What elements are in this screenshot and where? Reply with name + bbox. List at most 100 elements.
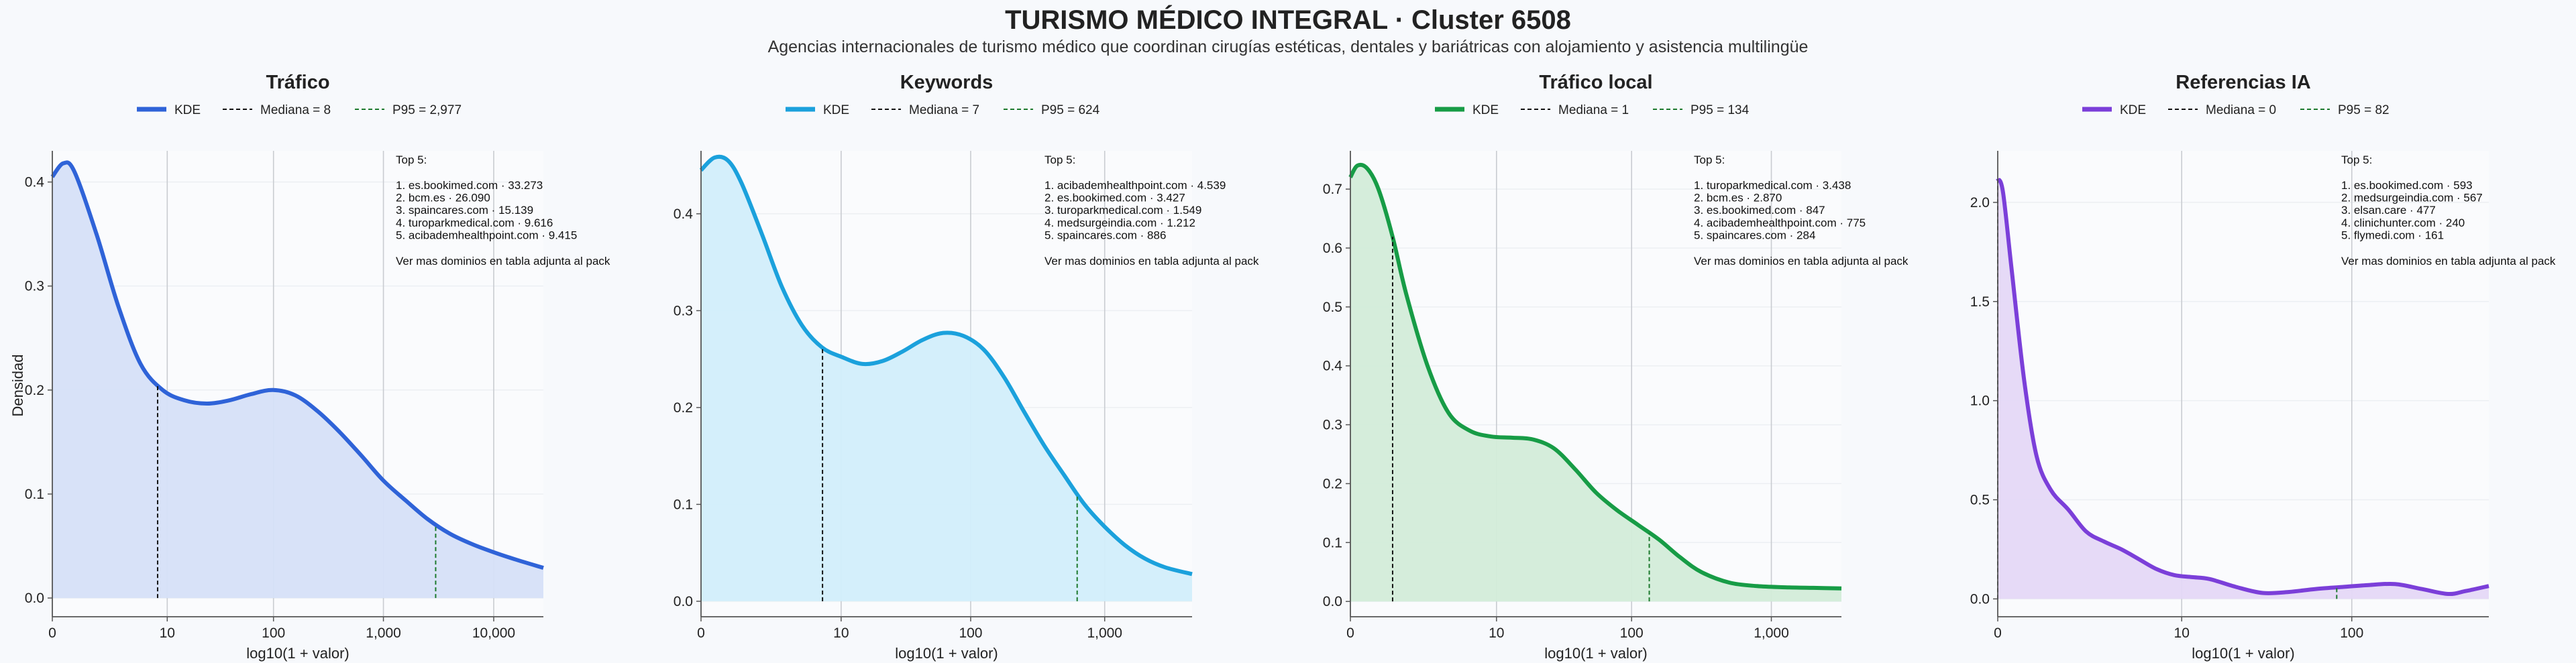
y-tick-label: 0.4 (1323, 359, 1343, 374)
x-axis-label: log10(1 + valor) (2192, 645, 2294, 662)
top5-item: 3. spaincares.com · 15.139 (396, 204, 533, 217)
legend-kde-label: KDE (1472, 103, 1499, 117)
figure-subtitle: Agencias internacionales de turismo médi… (767, 38, 1809, 56)
top5-item: 1. es.bookimed.com · 33.273 (396, 179, 543, 192)
y-tick-label: 0.4 (674, 206, 694, 222)
x-tick-label: 100 (1620, 625, 1644, 641)
figure-title: TURISMO MÉDICO INTEGRAL · Cluster 6508 (1005, 5, 1571, 35)
y-tick-label: 0.7 (1323, 182, 1342, 197)
x-tick-label: 10,000 (472, 625, 515, 641)
legend-median-label: Mediana = 7 (909, 103, 979, 117)
legend-p95-label: P95 = 624 (1041, 103, 1100, 117)
top5-heading: Top 5: (396, 154, 427, 166)
x-tick-label: 0 (697, 625, 705, 641)
y-tick-label: 0.1 (25, 487, 44, 502)
x-tick-label: 0 (1346, 625, 1354, 641)
legend-median-label: Mediana = 1 (1558, 103, 1629, 117)
top5-item: 5. acibademhealthpoint.com · 9.415 (396, 229, 577, 241)
top5-item: 4. turoparkmedical.com · 9.616 (396, 217, 553, 229)
x-tick-label: 1,000 (1087, 625, 1122, 641)
top5-heading: Top 5: (1044, 154, 1075, 166)
y-tick-label: 0.3 (1323, 418, 1342, 433)
x-tick-label: 0 (48, 625, 56, 641)
top5-item: 4. medsurgeindia.com · 1.212 (1044, 217, 1195, 229)
x-axis-label: log10(1 + valor) (895, 645, 998, 662)
top5-item: 3. es.bookimed.com · 847 (1694, 204, 1825, 217)
top5-heading: Top 5: (2341, 154, 2372, 166)
legend-p95-label: P95 = 134 (1690, 103, 1750, 117)
y-tick-label: 0.4 (25, 175, 45, 190)
top5-item: 5. spaincares.com · 284 (1694, 229, 1815, 241)
legend-kde-label: KDE (174, 103, 201, 117)
kde-area (701, 156, 1192, 601)
x-tick-label: 0 (1994, 625, 2002, 641)
kde-area (1350, 164, 1841, 602)
y-axis-label: Densidad (9, 355, 26, 417)
top5-item: 2. bcm.es · 26.090 (396, 192, 490, 204)
legend-kde-label: KDE (823, 103, 849, 117)
y-tick-label: 0.1 (1323, 535, 1342, 550)
top5-footer: Ver mas dominios en tabla adjunta al pac… (2341, 255, 2556, 267)
top5-item: 2. bcm.es · 2.870 (1694, 192, 1782, 204)
x-tick-label: 10 (1489, 625, 1504, 641)
top5-item: 5. flymedi.com · 161 (2341, 229, 2444, 241)
y-tick-label: 0.3 (674, 303, 693, 318)
x-tick-label: 10 (2174, 625, 2190, 641)
y-tick-label: 0.2 (1323, 476, 1342, 491)
panel-title: Referencias IA (2176, 72, 2311, 93)
x-tick-label: 100 (959, 625, 982, 641)
legend-p95-label: P95 = 82 (2338, 103, 2390, 117)
y-tick-label: 0.1 (674, 497, 693, 512)
panel-title: Tráfico local (1539, 72, 1652, 93)
top5-footer: Ver mas dominios en tabla adjunta al pac… (1044, 255, 1259, 267)
x-tick-label: 1,000 (1754, 625, 1789, 641)
x-tick-label: 100 (262, 625, 285, 641)
legend-median-label: Mediana = 8 (260, 103, 331, 117)
y-tick-label: 0.2 (674, 400, 693, 416)
top5-item: 2. es.bookimed.com · 3.427 (1044, 192, 1185, 204)
top5-item: 4. acibademhealthpoint.com · 775 (1694, 217, 1866, 229)
y-tick-label: 0.5 (1970, 493, 1990, 508)
kde-line (1996, 177, 2489, 597)
chart-panel-2: 0.0 0.1 0.2 0.3 0.4 0 10 100 1,000 log10(1 + valo… (674, 72, 1259, 662)
kde-line (50, 160, 544, 570)
y-tick-label: 0.0 (1323, 594, 1342, 609)
legend-kde-label: KDE (2120, 103, 2146, 117)
top5-item: 1. es.bookimed.com · 593 (2341, 179, 2473, 192)
x-tick-label: 10 (160, 625, 175, 641)
kde-line (699, 154, 1193, 577)
chart-panel-4: 0.0 0.5 1.0 1.5 2.0 0 10 100 log10(1 + valor) Ref… (1970, 72, 2556, 662)
y-tick-label: 0.5 (1323, 300, 1342, 315)
y-tick-label: 1.0 (1970, 394, 1990, 409)
top5-footer: Ver mas dominios en tabla adjunta al pac… (1694, 255, 1909, 267)
top5-footer: Ver mas dominios en tabla adjunta al pac… (396, 255, 610, 267)
y-tick-label: 1.5 (1970, 294, 1990, 310)
top5-heading: Top 5: (1694, 154, 1725, 166)
y-tick-label: 0.2 (25, 383, 44, 398)
y-tick-label: 0.0 (25, 591, 44, 606)
panel-title: Keywords (900, 72, 994, 93)
top5-item: 1. turoparkmedical.com · 3.438 (1694, 179, 1851, 192)
legend-p95-label: P95 = 2,977 (392, 103, 462, 117)
chart-panel-1: 0.0 0.1 0.2 0.3 0.4 0 10 100 1,000 10,000 log10(1 … (25, 72, 610, 662)
legend-median-label: Mediana = 0 (2206, 103, 2276, 117)
y-tick-label: 0.0 (674, 594, 693, 609)
x-tick-label: 100 (2340, 625, 2363, 641)
kde-area (1998, 178, 2489, 599)
top5-item: 2. medsurgeindia.com · 567 (2341, 192, 2483, 204)
x-axis-label: log10(1 + valor) (246, 645, 349, 662)
top5-item: 3. turoparkmedical.com · 1.549 (1044, 204, 1201, 217)
kde-line (1348, 162, 1842, 591)
y-tick-label: 0.3 (25, 279, 44, 294)
top5-item: 4. clinichunter.com · 240 (2341, 217, 2465, 229)
x-tick-label: 1,000 (366, 625, 401, 641)
chart-panel-3: 0.0 0.1 0.2 0.3 0.4 0.5 0.6 0.7 0 10 100 1,000 log10… (1323, 72, 1909, 662)
top5-item: 3. elsan.care · 477 (2341, 204, 2436, 217)
top5-item: 5. spaincares.com · 886 (1044, 229, 1166, 241)
top5-item: 1. acibademhealthpoint.com · 4.539 (1044, 179, 1226, 192)
y-tick-label: 0.0 (1970, 591, 1990, 607)
x-tick-label: 10 (833, 625, 849, 641)
y-tick-label: 2.0 (1970, 195, 1990, 210)
y-tick-label: 0.6 (1323, 241, 1342, 256)
